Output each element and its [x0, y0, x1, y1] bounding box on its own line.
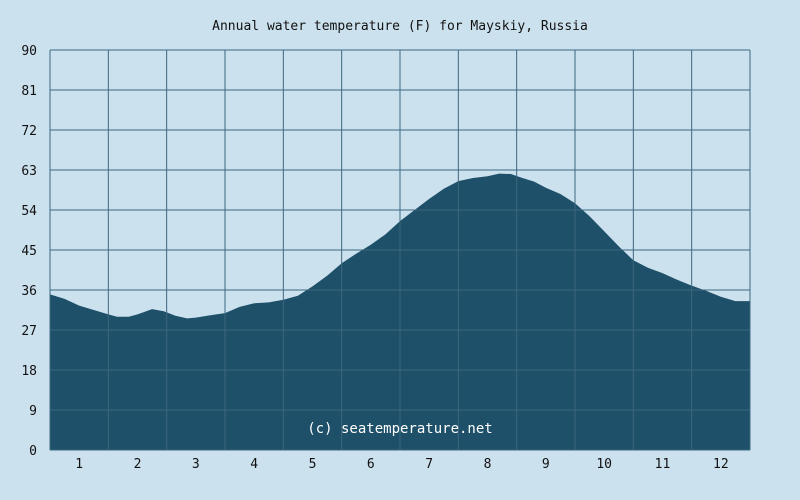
chart-title: Annual water temperature (F) for Mayskiy… [212, 19, 588, 34]
x-tick-label: 4 [250, 457, 258, 472]
x-tick-label: 11 [655, 457, 671, 472]
x-tick-label: 8 [484, 457, 492, 472]
y-tick-label: 0 [29, 444, 37, 459]
y-tick-label: 63 [21, 164, 37, 179]
watermark-text: (c) seatemperature.net [307, 421, 492, 437]
y-tick-label: 18 [21, 364, 37, 379]
x-tick-label: 7 [425, 457, 433, 472]
y-tick-label: 27 [21, 324, 37, 339]
x-tick-label: 12 [713, 457, 729, 472]
x-tick-label: 9 [542, 457, 550, 472]
x-tick-label: 3 [192, 457, 200, 472]
y-tick-label: 90 [21, 44, 37, 59]
x-tick-label: 2 [134, 457, 142, 472]
x-tick-label: 5 [309, 457, 317, 472]
y-tick-label: 9 [29, 404, 37, 419]
x-tick-label: 6 [367, 457, 375, 472]
y-tick-label: 45 [21, 244, 37, 259]
y-tick-label: 54 [21, 204, 37, 219]
y-tick-label: 72 [21, 124, 37, 139]
x-tick-label: 10 [596, 457, 612, 472]
y-tick-label: 81 [21, 84, 37, 99]
y-tick-label: 36 [21, 284, 37, 299]
x-tick-label: 1 [75, 457, 83, 472]
